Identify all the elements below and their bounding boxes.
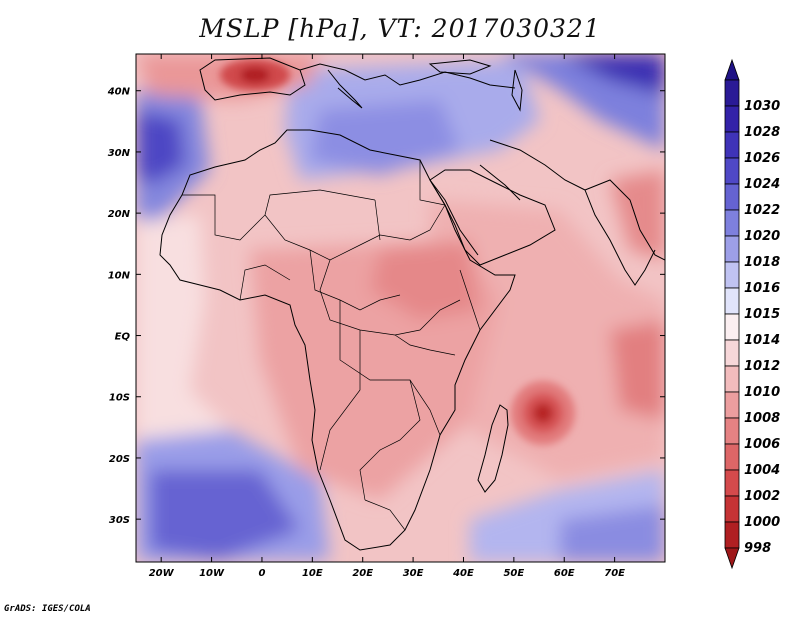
x-tick-label: 30E bbox=[403, 568, 424, 579]
colorbar-label: 1022 bbox=[744, 203, 780, 218]
colorbar-swatch bbox=[724, 365, 740, 393]
colorbar-swatch bbox=[724, 469, 740, 497]
map-title: MSLP [hPa], VT: 2017030321 bbox=[199, 14, 601, 43]
colorbar-swatch bbox=[724, 79, 740, 107]
colorbar-top-arrow bbox=[724, 58, 740, 81]
y-tick-label: 40N bbox=[107, 87, 131, 98]
x-tick-label: 10W bbox=[199, 568, 225, 579]
colorbar-swatch bbox=[724, 261, 740, 289]
colorbar-swatch bbox=[724, 131, 740, 159]
y-tick-label: 30N bbox=[108, 148, 131, 159]
colorbar-swatch bbox=[724, 495, 740, 523]
colorbar-label: 1012 bbox=[744, 359, 780, 374]
colorbar-label: 1030 bbox=[744, 99, 780, 114]
x-tick-label: 40E bbox=[452, 568, 474, 579]
country-borders bbox=[182, 160, 481, 531]
pressure-field bbox=[136, 54, 665, 562]
x-tick-label: 20E bbox=[352, 568, 373, 579]
colorbar-label: 1026 bbox=[744, 151, 780, 166]
colorbar-label: 1014 bbox=[744, 333, 780, 348]
colorbar-label: 1002 bbox=[744, 489, 780, 504]
colorbar-swatch bbox=[724, 521, 740, 549]
colorbar-label: 1010 bbox=[744, 385, 780, 400]
y-tick-label: 20N bbox=[108, 209, 131, 220]
y-tick-label: 10N bbox=[108, 270, 131, 281]
colorbar-label: 1016 bbox=[744, 281, 780, 296]
colorbar-label: 1015 bbox=[744, 307, 780, 322]
colorbar-label: 1024 bbox=[744, 177, 780, 192]
grads-credit: GrADS: IGES/COLA bbox=[4, 604, 91, 614]
colorbar-label: 1006 bbox=[744, 437, 780, 452]
colorbar-swatch bbox=[724, 339, 740, 367]
colorbar-swatch bbox=[724, 417, 740, 445]
map-frame bbox=[135, 53, 666, 563]
colorbar-swatch bbox=[724, 157, 740, 185]
colorbar-label: 1000 bbox=[744, 515, 780, 530]
colorbar-swatch bbox=[724, 287, 740, 315]
x-tick-label: 70E bbox=[604, 568, 625, 579]
colorbar-label: 1018 bbox=[744, 255, 780, 270]
x-tick-label: 50E bbox=[503, 568, 524, 579]
latitude-axis: 40N 30N 20N 10N EQ 10S 20S 30S bbox=[107, 87, 665, 526]
x-tick-label: 60E bbox=[554, 568, 575, 579]
pressure-colorbar: 1030 1028 1026 1024 1022 1020 1018 1016 1015 1014… bbox=[724, 58, 780, 570]
colorbar-swatch bbox=[724, 235, 740, 263]
colorbar-swatch bbox=[724, 183, 740, 211]
colorbar-swatch bbox=[724, 391, 740, 419]
y-tick-label: 20S bbox=[109, 454, 130, 465]
colorbar-label: 998 bbox=[744, 541, 771, 556]
y-tick-label: 10S bbox=[109, 393, 130, 404]
colorbar-bottom-arrow bbox=[724, 547, 740, 570]
y-tick-label: 30S bbox=[109, 515, 130, 526]
colorbar-label: 1028 bbox=[744, 125, 780, 140]
colorbar-swatch bbox=[724, 443, 740, 471]
x-tick-label: 10E bbox=[302, 568, 323, 579]
x-tick-label: 0 bbox=[258, 568, 265, 579]
colorbar-swatch bbox=[724, 313, 740, 341]
x-tick-label: 20W bbox=[149, 568, 175, 579]
longitude-axis: 20W 10W 0 10E 20E 30E 40E 50E 60E 70E bbox=[149, 54, 625, 579]
colorbar-label: 1008 bbox=[744, 411, 780, 426]
y-tick-label: EQ bbox=[115, 332, 131, 343]
colorbar-label: 1020 bbox=[744, 229, 780, 244]
colorbar-label: 1004 bbox=[744, 463, 780, 478]
coastlines bbox=[159, 57, 665, 551]
colorbar-swatch bbox=[724, 209, 740, 237]
colorbar-swatch bbox=[724, 105, 740, 133]
